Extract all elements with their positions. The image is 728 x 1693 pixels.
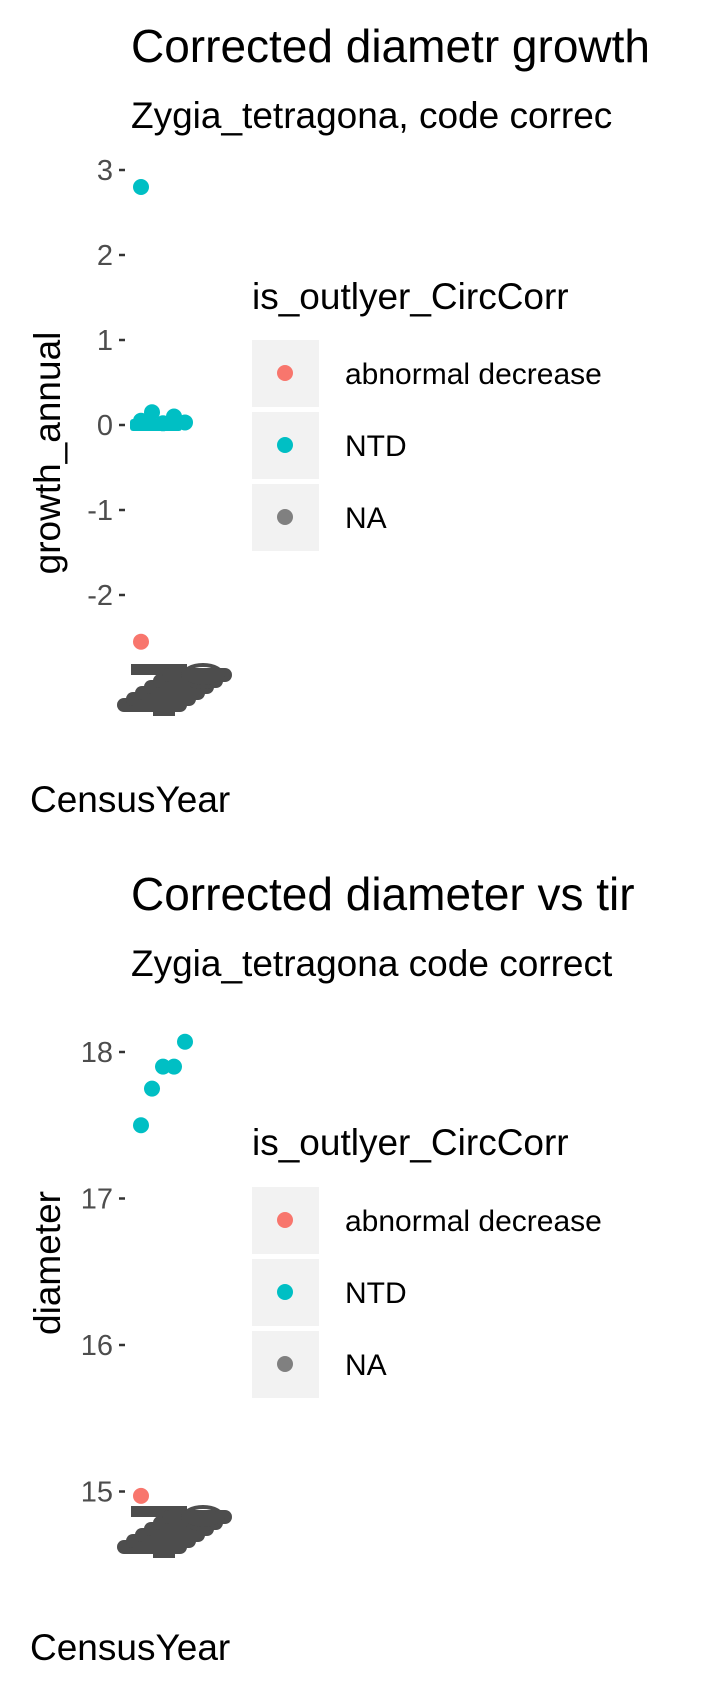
legend-2: is_outlyer_CircCorr abnormal decrease NTD N…	[252, 1122, 602, 1398]
y-axis-label-1: growth_annual	[27, 332, 68, 575]
y-tick-label: 18	[81, 1037, 113, 1069]
data-point	[133, 179, 149, 195]
x-axis-label-1: CensusYear	[30, 779, 230, 820]
legend-label: NTD	[345, 430, 407, 463]
x-tick-overplot-mark	[153, 1542, 175, 1558]
points-2	[133, 1033, 193, 1504]
y-tick-label: 16	[81, 1330, 113, 1362]
data-point	[133, 1117, 149, 1134]
data-point	[133, 633, 149, 650]
legend-label: abnormal decrease	[345, 358, 602, 391]
legend-label: NTD	[345, 1277, 407, 1310]
x-tick-overplot-2	[117, 1505, 232, 1558]
x-tick-overplot-mark	[181, 663, 225, 689]
legend-swatch	[277, 365, 293, 381]
chart-subtitle-1: Zygia_tetragona, code correc	[131, 95, 612, 136]
legend-swatch	[277, 1212, 293, 1228]
chart-subtitle-2: Zygia_tetragona code correct	[131, 943, 613, 984]
y-ticks-2: 18 17 16 15	[81, 1037, 125, 1509]
y-tick-label: 0	[97, 410, 113, 442]
data-point	[177, 1033, 193, 1050]
y-tick-label: -1	[87, 495, 113, 527]
legend-title: is_outlyer_CircCorr	[252, 1122, 569, 1163]
legend-label: NA	[345, 502, 387, 535]
x-tick-overplot-mark	[181, 1505, 225, 1531]
x-tick-overplot-1	[117, 663, 232, 716]
y-tick-label: 15	[81, 1477, 113, 1509]
legend-label: NA	[345, 1349, 387, 1382]
x-tick-overplot-mark	[131, 1506, 187, 1517]
legend-swatch	[277, 509, 293, 525]
legend-1: is_outlyer_CircCorr abnormal decrease NTD N…	[252, 276, 602, 551]
data-point-cluster	[130, 419, 182, 431]
legend-title: is_outlyer_CircCorr	[252, 276, 569, 317]
chart-title-1: Corrected diametr growth	[131, 20, 650, 72]
y-tick-label: 1	[97, 325, 113, 357]
legend-swatch	[277, 1284, 293, 1300]
y-tick-label: 3	[97, 155, 113, 187]
points-1	[130, 179, 193, 650]
legend-swatch	[277, 1356, 293, 1372]
x-tick-overplot-mark	[162, 668, 232, 682]
y-tick-label: -2	[87, 580, 113, 612]
y-tick-label: 17	[81, 1184, 113, 1216]
panel-1: Corrected diametr growth Zygia_tetragona…	[27, 20, 650, 820]
x-tick-overplot-mark	[153, 700, 175, 716]
y-ticks-1: 3 2 1 0 -1 -2	[87, 155, 125, 612]
data-point	[144, 404, 160, 421]
x-axis-label-2: CensusYear	[30, 1627, 230, 1668]
panel-2: Corrected diameter vs tir Zygia_tetragon…	[27, 868, 635, 1668]
data-point	[133, 1487, 149, 1504]
y-tick-label: 2	[97, 240, 113, 272]
chart-title-2: Corrected diameter vs tir	[131, 868, 635, 920]
y-axis-label-2: diameter	[27, 1191, 68, 1335]
x-tick-overplot-mark	[162, 1510, 232, 1524]
data-point	[144, 1080, 160, 1097]
x-tick-overplot-mark	[131, 664, 187, 675]
data-point	[166, 1058, 182, 1075]
data-point	[155, 1058, 171, 1075]
legend-swatch	[277, 437, 293, 453]
legend-label: abnormal decrease	[345, 1205, 602, 1238]
